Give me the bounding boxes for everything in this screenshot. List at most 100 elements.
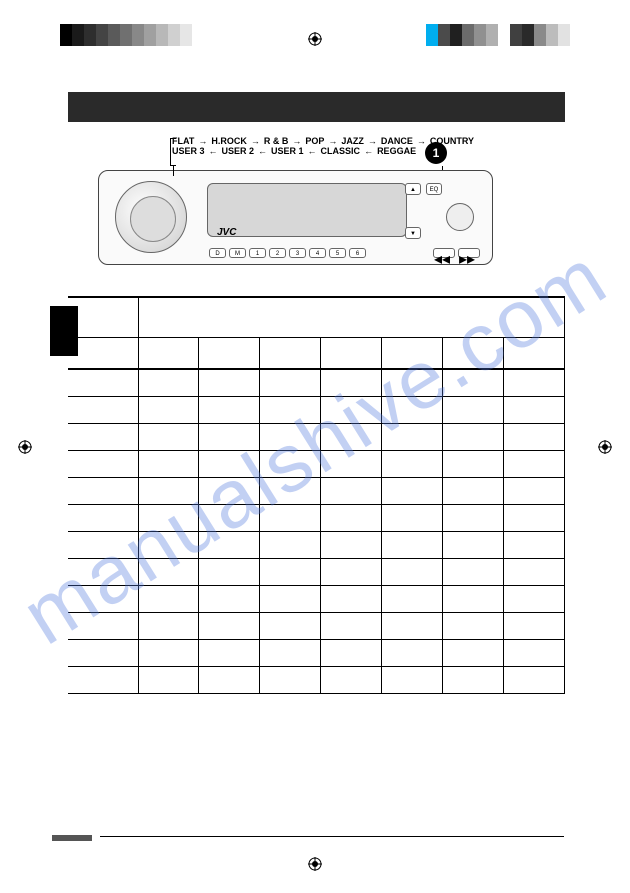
table-cell <box>260 585 321 612</box>
brand-logo: JVC <box>217 227 236 238</box>
swatch <box>426 24 438 46</box>
table-cell <box>68 531 138 558</box>
table-cell <box>321 585 382 612</box>
table-cell <box>260 531 321 558</box>
table-cell <box>138 369 199 396</box>
table-cell <box>138 423 199 450</box>
color-calibration-bar-right <box>426 24 570 46</box>
swatch <box>156 24 168 46</box>
arrow-left-icon: ← <box>364 146 373 156</box>
table-cell <box>68 585 138 612</box>
arrow-right-icon: → <box>251 136 260 146</box>
table-cell <box>138 585 199 612</box>
table-cell <box>260 423 321 450</box>
registration-mark-icon <box>308 32 322 46</box>
table-cell <box>382 666 443 693</box>
swatch <box>522 24 534 46</box>
table-cell <box>504 450 565 477</box>
eq-mode-label: CLASSIC <box>321 146 361 156</box>
swatch <box>84 24 96 46</box>
table-cell <box>68 666 138 693</box>
lcd-screen <box>207 183 407 237</box>
table-cell <box>443 450 504 477</box>
table-cell <box>321 639 382 666</box>
table-cell <box>260 477 321 504</box>
table-cell <box>321 666 382 693</box>
table-cell <box>199 504 260 531</box>
table-header-cell <box>68 337 138 369</box>
dpad-cluster: ▲ EQ ▼ <box>392 183 434 239</box>
table-cell <box>382 558 443 585</box>
swatch <box>558 24 570 46</box>
arrow-left-icon: ← <box>308 146 317 156</box>
table-cell <box>138 639 199 666</box>
registration-mark-icon <box>598 440 612 454</box>
table-cell <box>199 639 260 666</box>
table-cell <box>68 369 138 396</box>
table-cell <box>68 504 138 531</box>
table-cell <box>138 450 199 477</box>
table-cell <box>138 558 199 585</box>
table-cell <box>199 585 260 612</box>
registration-mark-icon <box>308 857 322 871</box>
table-cell <box>382 504 443 531</box>
swatch <box>108 24 120 46</box>
table-cell <box>382 531 443 558</box>
eq-button: EQ <box>426 183 442 195</box>
section-title-bar <box>68 92 565 122</box>
aux-knob <box>446 203 474 231</box>
table-cell <box>321 531 382 558</box>
eq-mode-label: USER 2 <box>222 146 255 156</box>
table-cell <box>504 612 565 639</box>
table-cell <box>443 396 504 423</box>
table-cell <box>443 558 504 585</box>
swatch <box>510 24 522 46</box>
table-cell <box>504 666 565 693</box>
arrow-left-icon: ← <box>258 146 267 156</box>
table-cell <box>260 558 321 585</box>
preset-button: 2 <box>269 248 286 258</box>
table-cell <box>382 396 443 423</box>
transport-button-row: ◂◂ ▸▸ <box>433 248 480 258</box>
arrow-right-icon: → <box>328 136 337 146</box>
swatch <box>474 24 486 46</box>
swatch <box>168 24 180 46</box>
footer-bar-icon <box>52 835 92 841</box>
table-cell <box>443 639 504 666</box>
table-cell <box>260 639 321 666</box>
table-cell <box>260 396 321 423</box>
table-header-cell <box>382 337 443 369</box>
arrow-right-icon: → <box>417 136 426 146</box>
table-header-cell <box>504 337 565 369</box>
swatch <box>534 24 546 46</box>
car-stereo-diagram: 1 JVC ▲ EQ ▼ DM123456 ◂◂ ▸▸ <box>98 170 493 265</box>
arrow-right-icon: → <box>292 136 301 146</box>
table-cell <box>382 477 443 504</box>
page-index-tab <box>50 306 78 356</box>
table-cell <box>260 612 321 639</box>
table-cell <box>443 369 504 396</box>
arrow-right-icon: → <box>368 136 377 146</box>
table-cell <box>138 504 199 531</box>
table-cell <box>199 369 260 396</box>
table-cell <box>138 477 199 504</box>
prev-track-button: ◂◂ <box>433 248 455 258</box>
table-cell <box>199 666 260 693</box>
swatch <box>462 24 474 46</box>
table-cell <box>138 666 199 693</box>
arrow-down-icon <box>173 166 174 176</box>
table-cell <box>382 585 443 612</box>
table-cell <box>138 612 199 639</box>
eq-mode-label: USER 1 <box>271 146 304 156</box>
table-cell <box>504 477 565 504</box>
table-cell <box>199 531 260 558</box>
swatch <box>144 24 156 46</box>
table-cell <box>199 612 260 639</box>
table-cell <box>504 558 565 585</box>
preset-button: D <box>209 248 226 258</box>
arrow-right-icon: → <box>198 136 207 146</box>
table-cell <box>321 369 382 396</box>
table-cell <box>321 612 382 639</box>
table-header-cell <box>138 337 199 369</box>
table-cell <box>68 639 138 666</box>
